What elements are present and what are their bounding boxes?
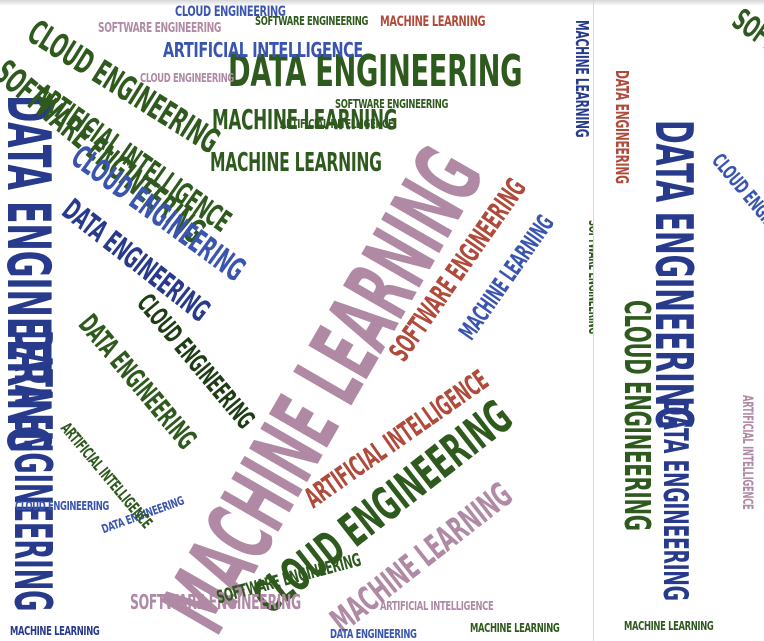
word-cloud-engineering-right: Cloud Engineering	[616, 300, 657, 531]
word-data-engineering-right-red: Data Engineering	[611, 70, 632, 184]
word-machine-learning-right-vert: Machine Learning	[571, 20, 592, 138]
word-software-engineering-bottom: Software Engineering	[130, 590, 301, 614]
word-data-engineering-top: Data Engineering	[228, 46, 523, 97]
word-artificial-intelligence-bottom: Artificial Intelligence	[380, 599, 494, 613]
word-data-engineering-right-2: Data Engineering	[655, 400, 695, 601]
word-machine-learning-right-bottom: Machine Learning	[624, 619, 714, 633]
word-cloud-engineering-small-2: Cloud Engineering	[140, 71, 234, 85]
word-machine-learning-mid: Machine Learning	[212, 103, 398, 136]
word-cloud-engineering-small-1: Cloud Engineering	[175, 4, 286, 20]
word-software-engineering-right: Software Engineering	[725, 2, 764, 164]
word-artificial-intelligence-top: Artificial Intelligence	[163, 38, 363, 62]
word-data-engineering-left-2: Data Engineering	[2, 330, 62, 612]
word-machine-learning-bottom-2: Machine Learning	[470, 621, 560, 635]
word-artificial-intelligence-small-1: Artificial Intelligence	[280, 117, 394, 131]
word-cloud-engineering-right-blue: Cloud Engineering	[707, 148, 764, 270]
word-artificial-intelligence-right: Artificial Intelligence	[739, 395, 755, 510]
word-software-engineering-small-3: Software Engineering	[335, 97, 448, 111]
word-machine-learning-mid-2: Machine Learning	[210, 148, 382, 178]
word-software-engineering-small-2: Software Engineering	[98, 21, 221, 36]
word-cloud-engineering-bottom-left: Cloud Engineering	[15, 499, 109, 513]
word-machine-learning-small-1: Machine Learning	[380, 14, 486, 30]
right-panel: Data Engineering Cloud Engineering Data …	[593, 0, 764, 641]
word-data-engineering-bottom: Data Engineering	[330, 627, 417, 641]
word-machine-learning-bottom-left: Machine Learning	[10, 624, 100, 638]
word-software-engineering-small-1: Software Engineering	[255, 14, 368, 28]
word-artificial-intelligence-bottom-left: Artificial Intelligence	[56, 418, 157, 532]
